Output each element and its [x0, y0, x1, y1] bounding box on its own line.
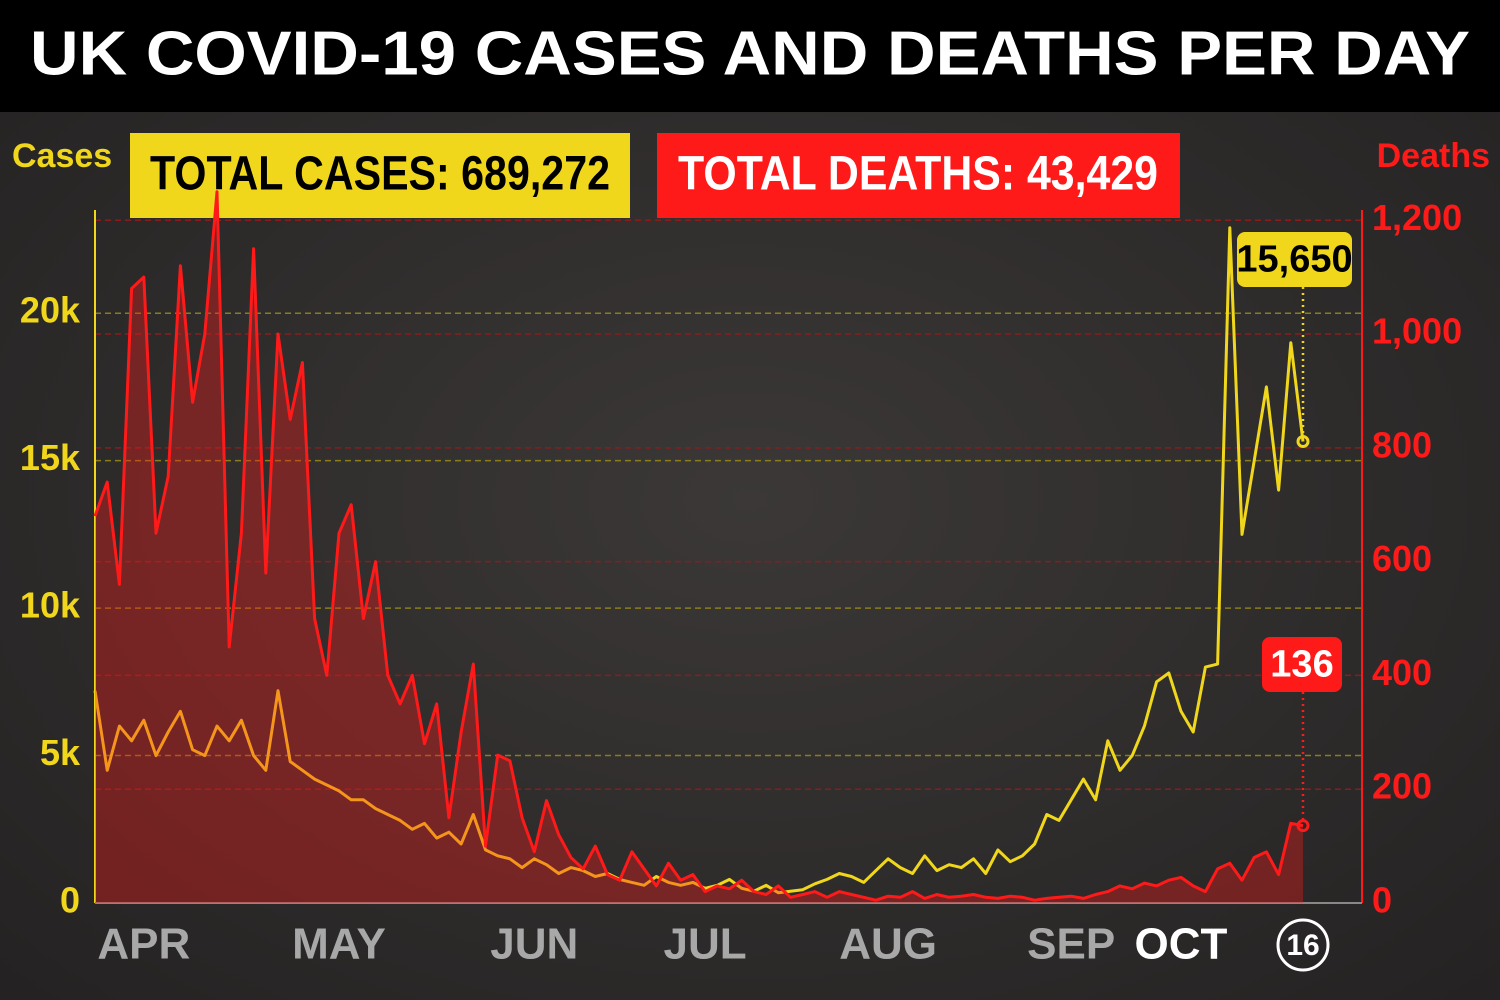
x-tick-label: JUN: [490, 920, 578, 969]
x-tick-label: JUL: [664, 920, 747, 969]
y-tick-label: 20k: [20, 290, 81, 331]
y2-tick-label: 200: [1372, 766, 1432, 807]
y2-tick-label: 600: [1372, 538, 1432, 579]
y-tick-label: 10k: [20, 585, 81, 626]
y2-tick-label: 400: [1372, 652, 1432, 693]
today-marker: [1276, 918, 1330, 972]
callout-box: [1262, 637, 1342, 692]
total-cases-box: [130, 133, 630, 218]
total-deaths-box: [657, 133, 1180, 218]
y-axis-label: Cases: [12, 137, 112, 175]
y-tick-label: 5k: [40, 732, 81, 773]
series-line: [93, 190, 1304, 902]
x-tick-label: SEP: [1027, 920, 1115, 969]
y2-tick-label: 800: [1372, 424, 1432, 465]
y2-tick-label: 0: [1372, 880, 1392, 921]
end-point: [1296, 819, 1310, 833]
total-cases: TOTAL CASES: 689,272: [150, 148, 610, 201]
y2-tick-label: 1,200: [1372, 197, 1462, 238]
y2-tick-label: 1,000: [1372, 311, 1462, 352]
title-bar: [0, 0, 1500, 112]
deaths-area: [95, 191, 1303, 904]
y-tick-label: 0: [60, 880, 80, 921]
y2-axis-label: Deaths: [1377, 137, 1490, 175]
y-tick-label: 15k: [20, 437, 81, 478]
end-point: [1296, 434, 1310, 448]
chart-title: UK COVID-19 CASES AND DEATHS PER DAY: [30, 19, 1470, 88]
callout-label: 15,650: [1236, 239, 1352, 281]
x-tick-label: MAY: [292, 920, 386, 969]
x-tick-label: APR: [97, 920, 190, 969]
x-tick-label: AUG: [839, 920, 937, 969]
callout-label: 136: [1270, 644, 1333, 686]
x-tick-label: OCT: [1135, 920, 1228, 969]
total-deaths: TOTAL DEATHS: 43,429: [678, 148, 1158, 201]
callout-box: [1237, 232, 1352, 287]
x-tick-label: 16: [1286, 929, 1319, 962]
